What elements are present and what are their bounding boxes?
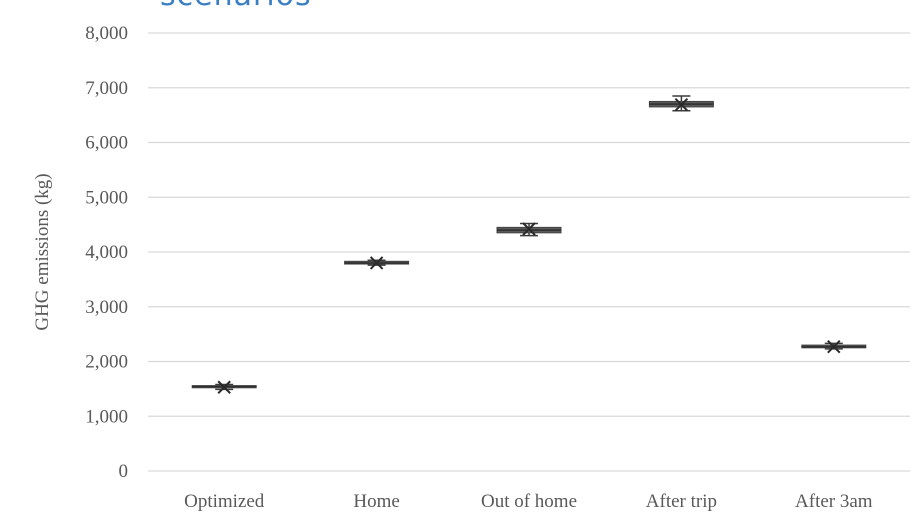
x-tick-label: After trip [646,491,717,512]
y-axis-title: GHG emissions (kg) [32,173,53,330]
box-after-3am [801,340,867,354]
mean-marker [674,98,689,112]
x-tick-label: Home [353,491,399,512]
gridlines [148,32,910,472]
mean-marker [217,380,231,394]
box-series [191,95,867,394]
box-after-trip [648,95,714,112]
x-tick-label: Optimized [184,491,265,512]
y-axis: 0 1,000 2,000 3,000 4,000 5,000 6,000 7,000 8,00… [85,23,128,482]
mean-marker [522,222,536,236]
mean-marker [827,340,841,354]
y-tick-label: 0 [119,461,129,482]
y-tick-label: 4,000 [85,242,128,263]
mean-marker [369,256,384,270]
y-tick-label: 2,000 [85,352,128,373]
box-home [344,256,410,270]
x-axis: Optimized Home Out of home After trip After … [184,491,873,512]
box-optimized [191,380,257,394]
y-tick-label: 8,000 [85,23,128,44]
y-tick-label: 3,000 [85,297,128,318]
y-tick-label: 5,000 [85,187,128,208]
y-tick-label: 7,000 [85,78,128,99]
box-out-of-home [496,222,562,237]
y-tick-label: 6,000 [85,133,128,154]
header-fragment: scenarios [160,0,312,13]
x-tick-label: After 3am [795,491,873,512]
y-tick-label: 1,000 [85,406,128,427]
x-tick-label: Out of home [481,491,577,512]
